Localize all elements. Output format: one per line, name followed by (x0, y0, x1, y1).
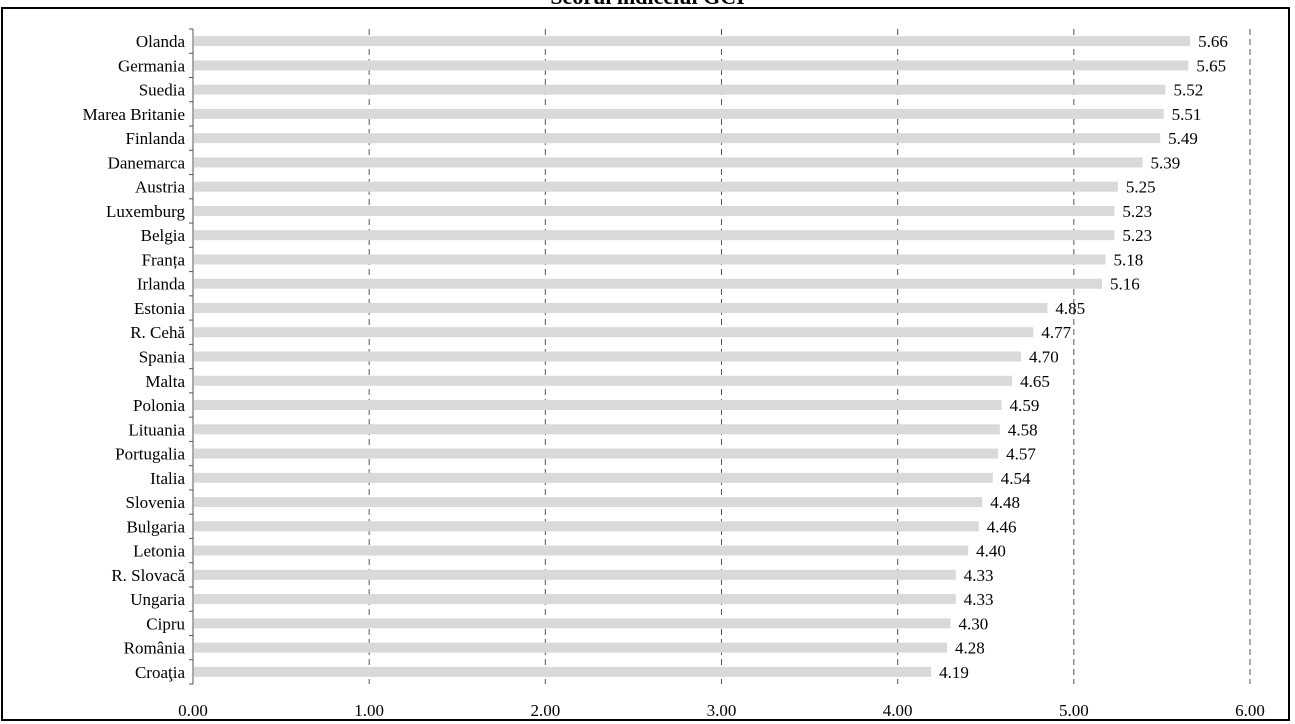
data-label: 5.66 (1198, 32, 1228, 51)
category-label: Spania (139, 348, 186, 367)
bar (194, 84, 1166, 95)
data-label: 4.28 (955, 639, 985, 658)
x-tick-label: 6.00 (1235, 701, 1265, 720)
bar (194, 594, 956, 605)
bar (194, 618, 951, 629)
category-label: Franța (142, 250, 186, 269)
category-label: Croaţia (135, 663, 185, 682)
category-label: Lituania (128, 420, 185, 439)
bar (194, 60, 1189, 71)
bar (194, 521, 979, 532)
data-label: 4.54 (1001, 469, 1031, 488)
bar (194, 448, 999, 459)
bar (194, 351, 1021, 362)
category-label: R. Slovacă (111, 566, 185, 585)
category-label: Italia (150, 469, 185, 488)
data-label: 4.30 (959, 614, 989, 633)
bar (194, 569, 956, 580)
category-label: Malta (145, 372, 185, 391)
bar (194, 375, 1013, 386)
chart-title: Scorul indicelui GCI (0, 0, 1295, 10)
data-label: 4.40 (976, 542, 1006, 561)
category-label: Slovenia (126, 493, 186, 512)
category-label: România (124, 639, 186, 658)
category-label: Germania (118, 56, 185, 75)
category-label: R. Cehă (130, 323, 185, 342)
category-label: Letonia (133, 542, 185, 561)
category-label: Polonia (133, 396, 185, 415)
bar (194, 230, 1115, 241)
data-label: 4.19 (939, 663, 969, 682)
category-label: Portugalia (115, 445, 185, 464)
data-label: 4.33 (964, 566, 994, 585)
data-label: 5.23 (1122, 226, 1152, 245)
x-tick-label: 1.00 (354, 701, 384, 720)
data-label: 5.49 (1168, 129, 1198, 148)
data-label: 5.39 (1151, 153, 1181, 172)
x-tick-label: 4.00 (883, 701, 913, 720)
bar (194, 497, 983, 508)
category-label: Danemarca (108, 153, 186, 172)
bar (194, 254, 1106, 265)
bar (194, 424, 1000, 435)
data-label: 5.25 (1126, 178, 1156, 197)
data-label: 4.70 (1029, 348, 1059, 367)
data-label: 5.65 (1196, 56, 1226, 75)
data-label: 5.23 (1122, 202, 1152, 221)
category-label: Belgia (141, 226, 186, 245)
category-label: Estonia (134, 299, 185, 318)
x-tick-label: 2.00 (530, 701, 560, 720)
data-label: 4.59 (1010, 396, 1040, 415)
bar (194, 400, 1002, 411)
category-label: Austria (135, 178, 186, 197)
x-tick-label: 5.00 (1059, 701, 1089, 720)
data-label: 4.85 (1055, 299, 1085, 318)
category-label: Ungaria (130, 590, 185, 609)
bar (194, 133, 1161, 144)
data-label: 4.58 (1008, 420, 1038, 439)
data-label: 4.48 (990, 493, 1020, 512)
bar (194, 205, 1115, 216)
bar (194, 157, 1143, 168)
category-label: Luxemburg (106, 202, 186, 221)
bar (194, 278, 1103, 289)
bar (194, 302, 1048, 313)
data-label: 5.16 (1110, 275, 1140, 294)
category-label: Suedia (139, 81, 186, 100)
data-label: 5.51 (1172, 105, 1202, 124)
data-label: 5.52 (1173, 81, 1203, 100)
x-tick-label: 0.00 (178, 701, 208, 720)
bar (194, 472, 993, 483)
data-label: 4.65 (1020, 372, 1050, 391)
category-label: Olanda (136, 32, 186, 51)
data-label: 4.33 (964, 590, 994, 609)
data-label: 4.77 (1041, 323, 1071, 342)
bar (194, 642, 947, 653)
bar (194, 666, 932, 677)
bar (194, 36, 1191, 47)
category-label: Finlanda (126, 129, 186, 148)
bar (194, 327, 1034, 338)
data-label: 5.18 (1114, 250, 1144, 269)
category-label: Marea Britanie (83, 105, 185, 124)
category-label: Bulgaria (126, 517, 185, 536)
data-label: 4.57 (1006, 445, 1036, 464)
bar (194, 108, 1164, 119)
bar (194, 545, 969, 556)
category-label: Irlanda (137, 275, 186, 294)
bar (194, 181, 1118, 192)
x-tick-label: 3.00 (707, 701, 737, 720)
category-label: Cipru (146, 614, 185, 633)
data-label: 4.46 (987, 517, 1017, 536)
